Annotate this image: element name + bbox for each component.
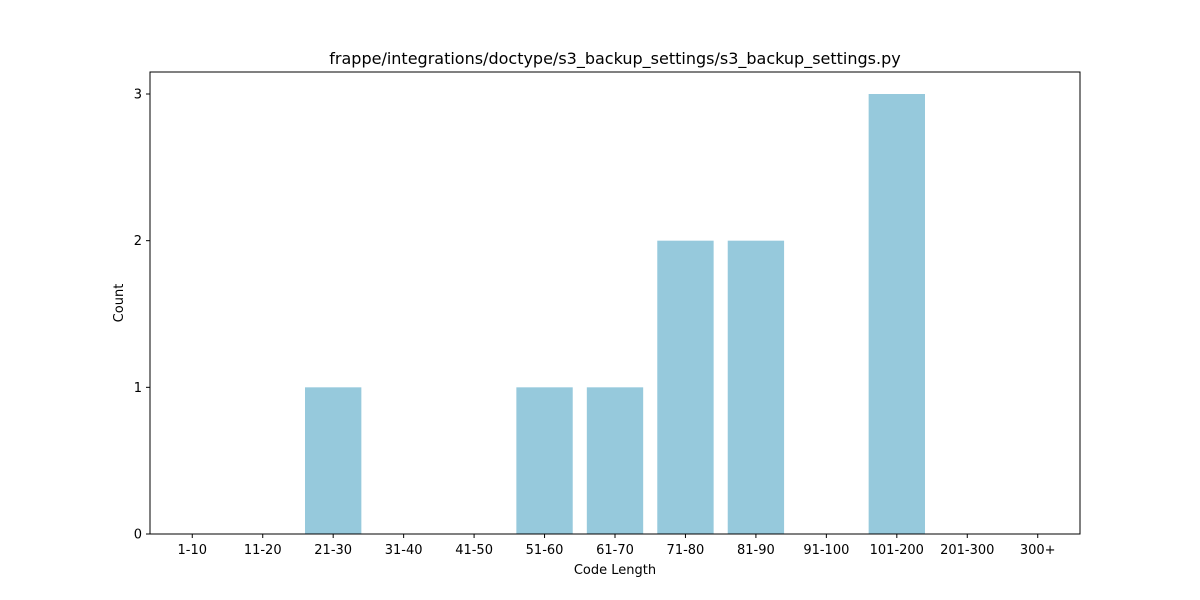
bars-group xyxy=(305,94,925,535)
bar-61-70 xyxy=(586,387,644,534)
chart-title: frappe/integrations/doctype/s3_backup_se… xyxy=(329,49,900,69)
x-tick-label: 201-300 xyxy=(940,543,994,558)
bar-101-200 xyxy=(868,94,925,534)
x-tick-label: 41-50 xyxy=(455,543,493,558)
y-tick-label: 1 xyxy=(134,381,142,396)
x-axis-title: Code Length xyxy=(574,563,656,578)
y-tick-label: 3 xyxy=(134,88,142,103)
x-tick-label: 61-70 xyxy=(596,543,634,558)
x-tick-label: 11-20 xyxy=(244,543,282,558)
bar-81-90 xyxy=(727,240,785,535)
x-tick-label: 81-90 xyxy=(737,543,775,558)
x-tick-label: 71-80 xyxy=(667,543,705,558)
bar-51-60 xyxy=(516,387,573,534)
x-tick-label: 91-100 xyxy=(803,543,849,558)
x-axis-ticks: 1-10 11-20 21-30 31-40 41-50 51-60 61-70 71-80 8… xyxy=(178,534,1056,558)
x-tick-label: 101-200 xyxy=(870,543,924,558)
x-tick-label: 1-10 xyxy=(178,543,208,558)
y-axis-title: Count xyxy=(112,284,127,323)
y-tick-label: 2 xyxy=(134,234,142,249)
bar-21-30 xyxy=(305,387,362,534)
x-tick-label: 51-60 xyxy=(526,543,564,558)
y-axis-ticks: 0 1 2 3 xyxy=(134,88,150,543)
x-tick-label: 31-40 xyxy=(385,543,423,558)
x-tick-label: 300+ xyxy=(1020,543,1056,558)
bar-71-80 xyxy=(657,240,714,535)
x-tick-label: 21-30 xyxy=(314,543,352,558)
y-tick-label: 0 xyxy=(134,528,142,543)
